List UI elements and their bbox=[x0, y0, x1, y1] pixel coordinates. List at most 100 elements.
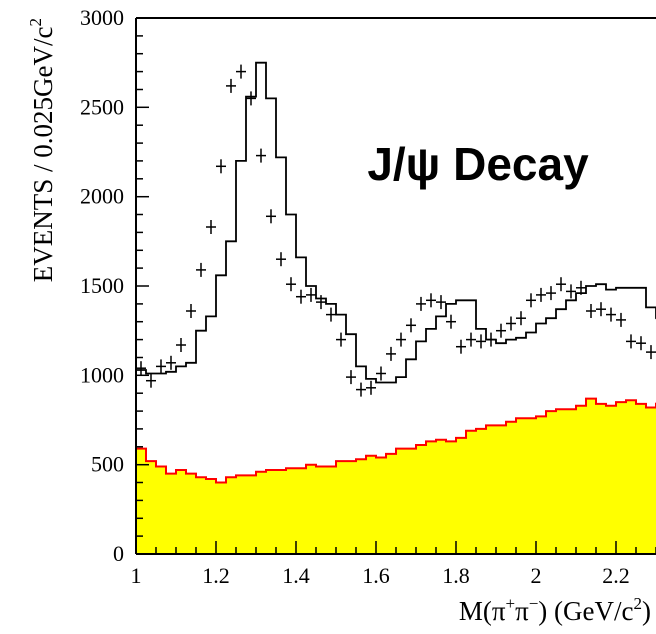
y-tick-label: 2000 bbox=[80, 184, 124, 209]
data-points bbox=[136, 64, 656, 397]
x-axis-title: M(π+π−) (GeV/c2) bbox=[459, 594, 651, 626]
background-bin bbox=[256, 471, 267, 554]
background-bin bbox=[216, 482, 227, 554]
data-point bbox=[486, 332, 496, 347]
background-bin bbox=[296, 468, 307, 554]
data-point bbox=[316, 295, 326, 310]
data-point bbox=[456, 339, 466, 354]
background-bin bbox=[426, 441, 437, 554]
background-bin bbox=[506, 421, 517, 554]
data-point bbox=[246, 91, 256, 106]
data-point bbox=[606, 307, 616, 322]
data-point bbox=[216, 159, 226, 174]
background-bin bbox=[576, 405, 587, 554]
background-bin bbox=[156, 466, 167, 554]
data-point bbox=[556, 277, 566, 292]
background-bin bbox=[466, 430, 477, 554]
data-point bbox=[206, 220, 216, 234]
data-point bbox=[276, 252, 286, 267]
x-tick-label: 1.2 bbox=[202, 563, 230, 588]
background-bin bbox=[336, 461, 347, 554]
y-tick-label: 3000 bbox=[80, 5, 124, 30]
background-bin bbox=[246, 475, 257, 554]
data-point bbox=[356, 382, 366, 397]
data-point bbox=[576, 280, 586, 295]
data-point bbox=[566, 284, 576, 299]
background-histogram bbox=[136, 397, 656, 554]
data-point bbox=[396, 332, 406, 347]
y-tick-label: 2500 bbox=[80, 94, 124, 119]
fit-histogram bbox=[136, 61, 656, 384]
background-bin bbox=[286, 468, 297, 554]
y-tick-label: 1500 bbox=[80, 273, 124, 298]
background-bin bbox=[476, 428, 487, 554]
data-point bbox=[636, 336, 646, 351]
background-outline bbox=[136, 397, 656, 484]
data-point bbox=[266, 209, 276, 224]
data-point bbox=[156, 359, 166, 374]
data-point bbox=[346, 370, 356, 385]
background-bin bbox=[276, 470, 287, 554]
background-bin bbox=[356, 459, 367, 554]
background-bin bbox=[416, 445, 427, 554]
data-point bbox=[516, 311, 526, 326]
data-point bbox=[506, 316, 516, 331]
data-point bbox=[546, 286, 556, 301]
y-tick-label: 500 bbox=[91, 452, 124, 477]
background-bin bbox=[616, 402, 627, 554]
data-point bbox=[166, 355, 176, 370]
data-point bbox=[436, 295, 446, 310]
data-point bbox=[296, 289, 306, 304]
tick-labels: 1 1.2 1.4 1.6 1.8 2 2.2 0 500 1000 1500 2000 2500 300… bbox=[80, 5, 630, 588]
data-point bbox=[626, 334, 636, 349]
background-bin bbox=[636, 403, 647, 554]
background-bin bbox=[626, 400, 637, 554]
background-bin bbox=[496, 425, 507, 554]
data-point bbox=[196, 262, 206, 277]
data-point bbox=[336, 332, 346, 347]
x-tick-label: 2 bbox=[531, 563, 542, 588]
data-point bbox=[146, 373, 156, 388]
axes bbox=[135, 17, 656, 555]
background-bin bbox=[456, 437, 467, 554]
background-bin bbox=[326, 466, 337, 554]
background-bin bbox=[586, 398, 597, 554]
background-bin bbox=[536, 416, 547, 554]
data-point bbox=[186, 304, 196, 318]
background-bin bbox=[596, 403, 607, 554]
background-bin bbox=[226, 477, 237, 554]
data-point bbox=[536, 287, 546, 302]
background-bin bbox=[396, 448, 407, 554]
data-point bbox=[406, 318, 416, 333]
background-bin bbox=[166, 473, 177, 554]
background-bin bbox=[376, 457, 387, 554]
data-point bbox=[236, 64, 246, 79]
x-tick-label: 1.6 bbox=[362, 563, 390, 588]
background-bin bbox=[176, 470, 187, 554]
y-axis-title: EVENTS / 0.025GeV/c2 bbox=[26, 18, 58, 282]
data-point bbox=[286, 277, 296, 292]
data-point bbox=[306, 287, 316, 302]
background-bin bbox=[386, 453, 397, 554]
data-point bbox=[426, 293, 436, 308]
data-point bbox=[416, 296, 426, 311]
x-tick-label: 1 bbox=[131, 563, 142, 588]
background-bin bbox=[516, 418, 527, 554]
background-bin bbox=[446, 441, 457, 554]
data-point bbox=[256, 148, 266, 163]
data-point bbox=[466, 332, 476, 347]
data-point bbox=[326, 307, 336, 322]
background-bin bbox=[186, 473, 197, 554]
background-bin bbox=[136, 448, 147, 554]
data-point bbox=[136, 361, 146, 376]
y-tick-label: 1000 bbox=[80, 362, 124, 387]
y-tick-label: 0 bbox=[113, 541, 124, 566]
fit-line bbox=[136, 61, 656, 384]
background-bin bbox=[146, 461, 157, 554]
data-point bbox=[476, 334, 486, 349]
background-bin bbox=[646, 407, 656, 554]
background-bin bbox=[236, 475, 247, 554]
data-point bbox=[586, 304, 596, 318]
background-bin bbox=[556, 409, 567, 554]
